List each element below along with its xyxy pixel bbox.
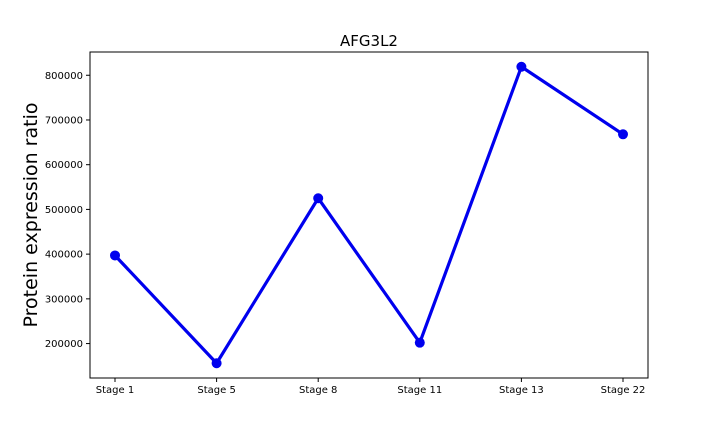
plot-area	[89, 51, 649, 379]
y-axis: 200000 300000 400000 500000 600000 700000 8000…	[45, 71, 90, 350]
x-tick-label: Stage 1	[96, 385, 134, 396]
data-point	[414, 337, 425, 348]
y-tick-label: 200000	[45, 339, 83, 350]
y-tick-label: 700000	[45, 115, 83, 126]
y-tick-label: 300000	[45, 294, 83, 305]
x-tick-label: Stage 11	[397, 385, 442, 396]
y-axis-label: Protein expression ratio	[20, 103, 42, 328]
y-tick-label: 400000	[45, 250, 83, 261]
data-point	[211, 358, 222, 369]
y-tick-label: 600000	[45, 160, 83, 171]
x-tick-label: Stage 22	[601, 385, 646, 396]
x-tick-label: Stage 13	[499, 385, 544, 396]
data-point	[110, 250, 120, 261]
data-point	[516, 61, 527, 72]
x-axis: Stage 1 Stage 5 Stage 8 Stage 11 Stage 13 Sta…	[96, 378, 646, 396]
x-tick-label: Stage 5	[197, 385, 235, 396]
data-point	[313, 193, 324, 204]
x-tick-label: Stage 8	[299, 385, 337, 396]
data-point	[618, 129, 628, 140]
y-tick-label: 500000	[45, 205, 83, 216]
chart-title: AFG3L2	[340, 32, 398, 50]
series-line	[113, 65, 624, 365]
y-tick-label: 800000	[45, 71, 83, 82]
series-layer	[110, 61, 628, 369]
